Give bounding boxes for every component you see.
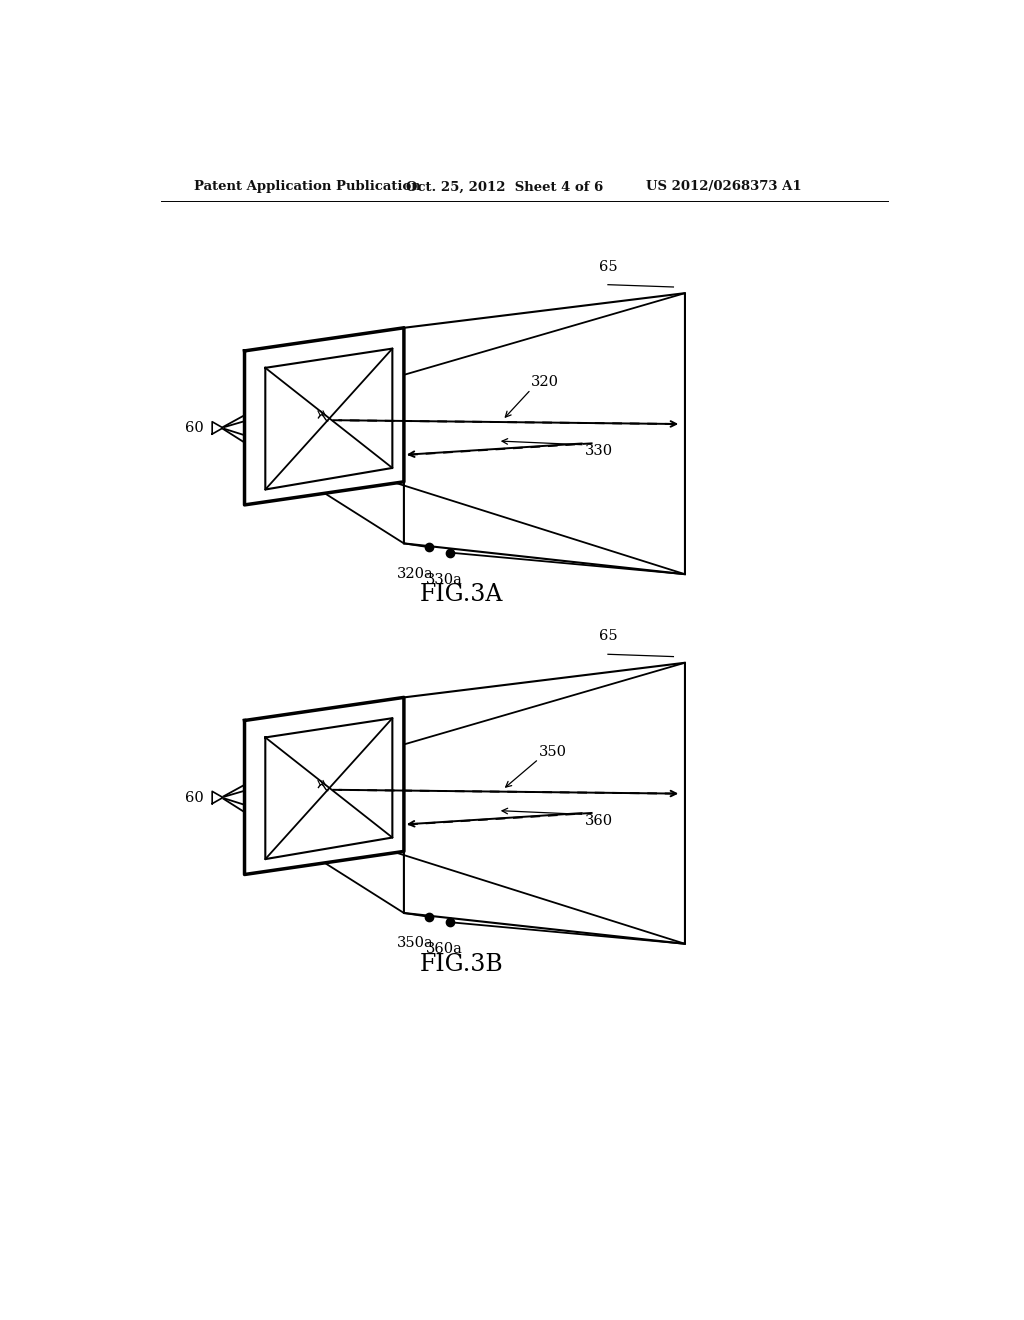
Text: 360: 360 bbox=[585, 813, 613, 828]
Polygon shape bbox=[212, 792, 223, 804]
Text: 330: 330 bbox=[585, 444, 613, 458]
Polygon shape bbox=[245, 697, 403, 875]
Text: 65: 65 bbox=[599, 630, 617, 644]
Polygon shape bbox=[403, 663, 685, 944]
Text: 350a: 350a bbox=[397, 936, 434, 950]
Text: FIG.3B: FIG.3B bbox=[420, 953, 504, 975]
Polygon shape bbox=[403, 293, 685, 574]
Text: 320: 320 bbox=[531, 375, 559, 389]
Polygon shape bbox=[265, 718, 392, 859]
Text: Oct. 25, 2012  Sheet 4 of 6: Oct. 25, 2012 Sheet 4 of 6 bbox=[407, 181, 603, 194]
Polygon shape bbox=[212, 422, 223, 434]
Text: US 2012/0268373 A1: US 2012/0268373 A1 bbox=[646, 181, 802, 194]
Text: 350: 350 bbox=[539, 744, 566, 759]
Text: 65: 65 bbox=[599, 260, 617, 275]
Text: 340: 340 bbox=[366, 752, 393, 767]
Polygon shape bbox=[265, 348, 392, 490]
Text: 330a: 330a bbox=[426, 573, 463, 586]
Text: 51: 51 bbox=[290, 772, 307, 785]
Text: 60: 60 bbox=[185, 421, 204, 434]
Polygon shape bbox=[245, 327, 403, 506]
Text: FIG.3A: FIG.3A bbox=[420, 583, 504, 606]
Text: 51: 51 bbox=[290, 403, 307, 416]
Text: 60: 60 bbox=[185, 791, 204, 804]
Text: 360a: 360a bbox=[426, 942, 463, 956]
Text: 310: 310 bbox=[359, 383, 387, 397]
Text: 320a: 320a bbox=[397, 566, 434, 581]
Text: Patent Application Publication: Patent Application Publication bbox=[194, 181, 421, 194]
